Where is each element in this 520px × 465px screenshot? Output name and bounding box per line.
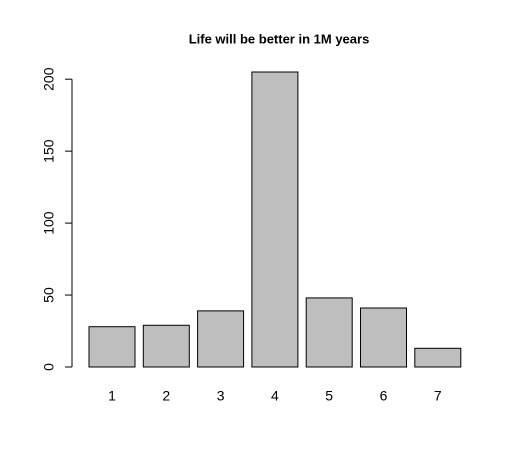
x-tick-label: 5 (325, 388, 333, 404)
bar (414, 347, 462, 368)
y-tick-label: 50 (41, 287, 57, 303)
bar (251, 71, 299, 368)
y-tick-label: 0 (41, 363, 57, 371)
x-tick-label: 4 (271, 388, 279, 404)
bar (305, 297, 353, 368)
x-tick-label: 3 (217, 388, 225, 404)
chart-title: Life will be better in 1M years (189, 31, 370, 46)
x-tick-label: 2 (162, 388, 170, 404)
y-tick-label: 100 (41, 211, 57, 235)
bar (88, 326, 136, 368)
bar (360, 307, 407, 368)
bar (142, 324, 190, 368)
x-tick-label: 1 (108, 388, 116, 404)
x-tick-label: 7 (434, 388, 442, 404)
y-tick-label: 200 (41, 67, 57, 91)
x-tick-label: 6 (380, 388, 388, 404)
bar (197, 310, 245, 368)
y-tick-label: 150 (41, 139, 57, 163)
